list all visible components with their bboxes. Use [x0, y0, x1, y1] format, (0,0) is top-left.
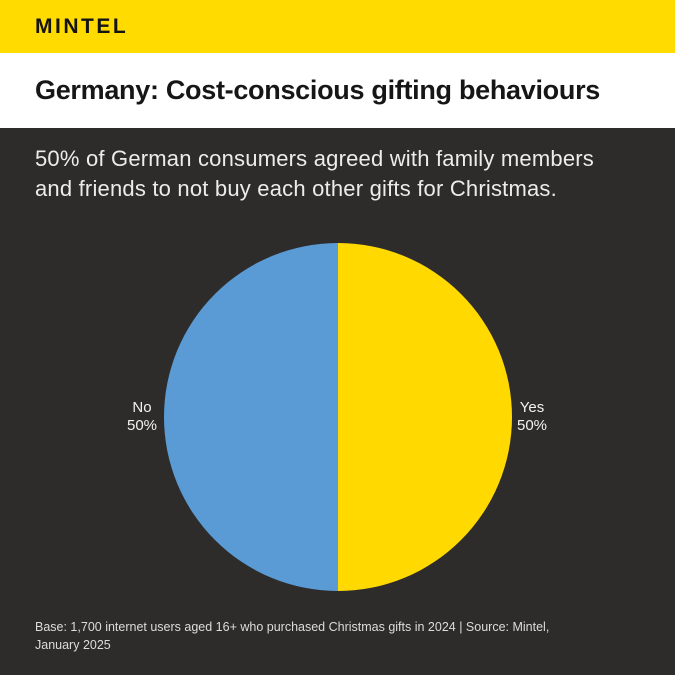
base-note-line-1: Base: 1,700 internet users aged 16+ who … — [35, 620, 550, 634]
pie-label-no-value: 50% — [126, 417, 158, 434]
pie-label-no-text: No — [132, 399, 152, 416]
page-title: Germany: Cost-conscious gifting behaviou… — [35, 75, 600, 105]
main-panel: 50% of German consumers agreed with fami… — [0, 128, 675, 675]
base-note-line-2: January 2025 — [35, 638, 111, 652]
chart-subtitle-line-2: and friends to not buy each other gifts … — [35, 176, 557, 201]
header-bar: MINTEL — [0, 0, 675, 53]
pie-label-yes-value: 50% — [516, 417, 548, 434]
mintel-logo: MINTEL — [35, 14, 129, 38]
pie-chart — [164, 243, 512, 591]
chart-subtitle-line-1: 50% of German consumers agreed with fami… — [35, 146, 594, 171]
title-bar: Germany: Cost-conscious gifting behaviou… — [0, 53, 675, 128]
chart-subtitle: 50% of German consumers agreed with fami… — [35, 144, 594, 204]
pie-label-yes: Yes 50% — [487, 399, 577, 435]
pie-label-no: No 50% — [97, 399, 187, 435]
base-note: Base: 1,700 internet users aged 16+ who … — [35, 618, 549, 654]
pie-label-yes-text: Yes — [519, 399, 545, 416]
